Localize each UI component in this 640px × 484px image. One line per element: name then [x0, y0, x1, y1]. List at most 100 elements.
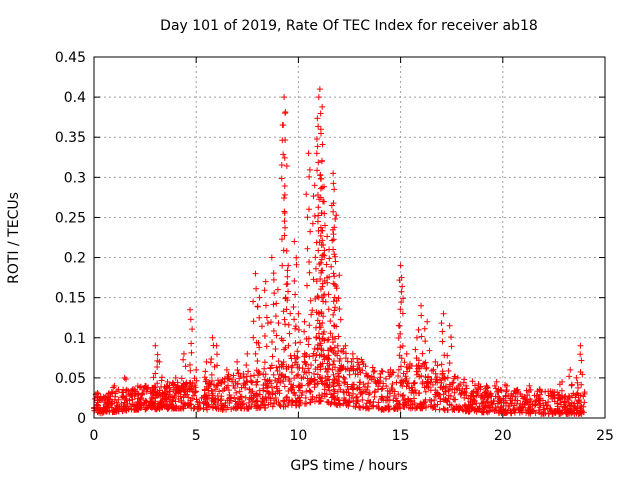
data-point-spike: [406, 385, 413, 392]
data-point-spike: [268, 362, 275, 369]
data-point-band: [265, 401, 272, 408]
data-point-spike: [336, 358, 343, 365]
data-point-band: [370, 368, 377, 375]
data-point-band: [340, 349, 347, 356]
data-point-spike: [566, 373, 573, 380]
data-point-band: [311, 384, 318, 391]
data-point-band: [330, 371, 337, 378]
data-point-spike: [397, 330, 404, 337]
data-point-spike: [299, 382, 306, 389]
data-point-band: [154, 389, 161, 396]
data-point-band: [190, 392, 197, 399]
data-point-spike: [421, 325, 428, 332]
data-point: [301, 318, 308, 325]
data-point-spike: [400, 378, 407, 385]
data-point-spike: [236, 375, 243, 382]
data-point-spike: [329, 226, 336, 233]
data-point-band: [276, 390, 283, 397]
data-point-spike: [282, 294, 289, 301]
data-point-spike: [327, 345, 334, 352]
data-point-band: [188, 401, 195, 408]
data-point: [268, 254, 275, 261]
data-point-band: [354, 355, 361, 362]
data-point-spike: [305, 335, 312, 342]
data-point-band: [252, 399, 259, 406]
data-point-spike: [113, 388, 120, 395]
data-point-band: [496, 407, 503, 414]
data-point-band: [230, 372, 237, 379]
data-point-spike: [399, 283, 406, 290]
data-point-band: [484, 393, 491, 400]
data-point-spike: [327, 318, 334, 325]
data-point-band: [334, 388, 341, 395]
data-point-band: [170, 405, 177, 412]
data-point-band: [340, 388, 347, 395]
y-tick-label: 0.25: [55, 210, 86, 226]
data-point-spike: [164, 389, 171, 396]
data-point-band: [521, 401, 528, 408]
data-point-spike: [310, 350, 317, 357]
data-point-spike: [319, 103, 326, 110]
data-point-band: [109, 389, 116, 396]
data-point-spike: [321, 247, 328, 254]
data-point-spike: [503, 387, 510, 394]
data-point-band: [262, 380, 269, 387]
data-point-spike: [319, 360, 326, 367]
data-point-band: [547, 405, 554, 412]
data-point-spike: [419, 378, 426, 385]
data-point-band: [451, 389, 458, 396]
data-point-spike: [187, 379, 194, 386]
data-point-band: [574, 405, 581, 412]
data-point-band: [577, 402, 584, 409]
data-point: [526, 382, 533, 389]
data-point-spike: [102, 395, 109, 402]
data-point-band: [445, 387, 452, 394]
data-point-band: [198, 394, 205, 401]
data-point-band: [138, 396, 145, 403]
data-point-spike: [424, 378, 431, 385]
data-point-spike: [336, 306, 343, 313]
data-point-spike: [269, 353, 276, 360]
data-point-band: [489, 401, 496, 408]
data-point-band: [302, 359, 309, 366]
data-point-spike: [419, 350, 426, 357]
data-point: [413, 334, 420, 341]
data-point-band: [442, 388, 449, 395]
data-point-band: [137, 383, 144, 390]
data-point: [209, 334, 216, 341]
data-point-spike: [314, 115, 321, 122]
data-point-band: [334, 370, 341, 377]
data-point-band: [269, 391, 276, 398]
data-point-band: [555, 394, 562, 401]
data-point: [403, 350, 410, 357]
data-point-band: [348, 394, 355, 401]
data-point-spike: [254, 357, 261, 364]
data-point-spike: [425, 373, 432, 380]
data-point-band: [392, 404, 399, 411]
data-point-spike: [221, 378, 228, 385]
data-point-band: [219, 404, 226, 411]
data-point-band: [169, 380, 176, 387]
data-point-band: [97, 404, 104, 411]
data-point-spike: [271, 290, 278, 297]
data-point-spike: [317, 286, 324, 293]
data-point-band: [539, 410, 546, 417]
data-point-spike: [312, 265, 319, 272]
data-point-spike: [281, 194, 288, 201]
data-point-band: [451, 396, 458, 403]
data-point-spike: [405, 364, 412, 371]
data-point-band: [566, 402, 573, 409]
data-point-spike: [444, 352, 451, 359]
data-point-spike: [280, 358, 287, 365]
data-point-band: [202, 399, 209, 406]
x-tick-label: 15: [392, 428, 410, 444]
data-point-spike: [448, 343, 455, 350]
data-point-band: [246, 404, 253, 411]
data-point-band: [524, 399, 531, 406]
data-point-band: [408, 398, 415, 405]
data-point-spike: [260, 371, 267, 378]
data-point-spike: [281, 191, 288, 198]
data-point-spike: [321, 252, 328, 259]
data-point-band: [495, 397, 502, 404]
